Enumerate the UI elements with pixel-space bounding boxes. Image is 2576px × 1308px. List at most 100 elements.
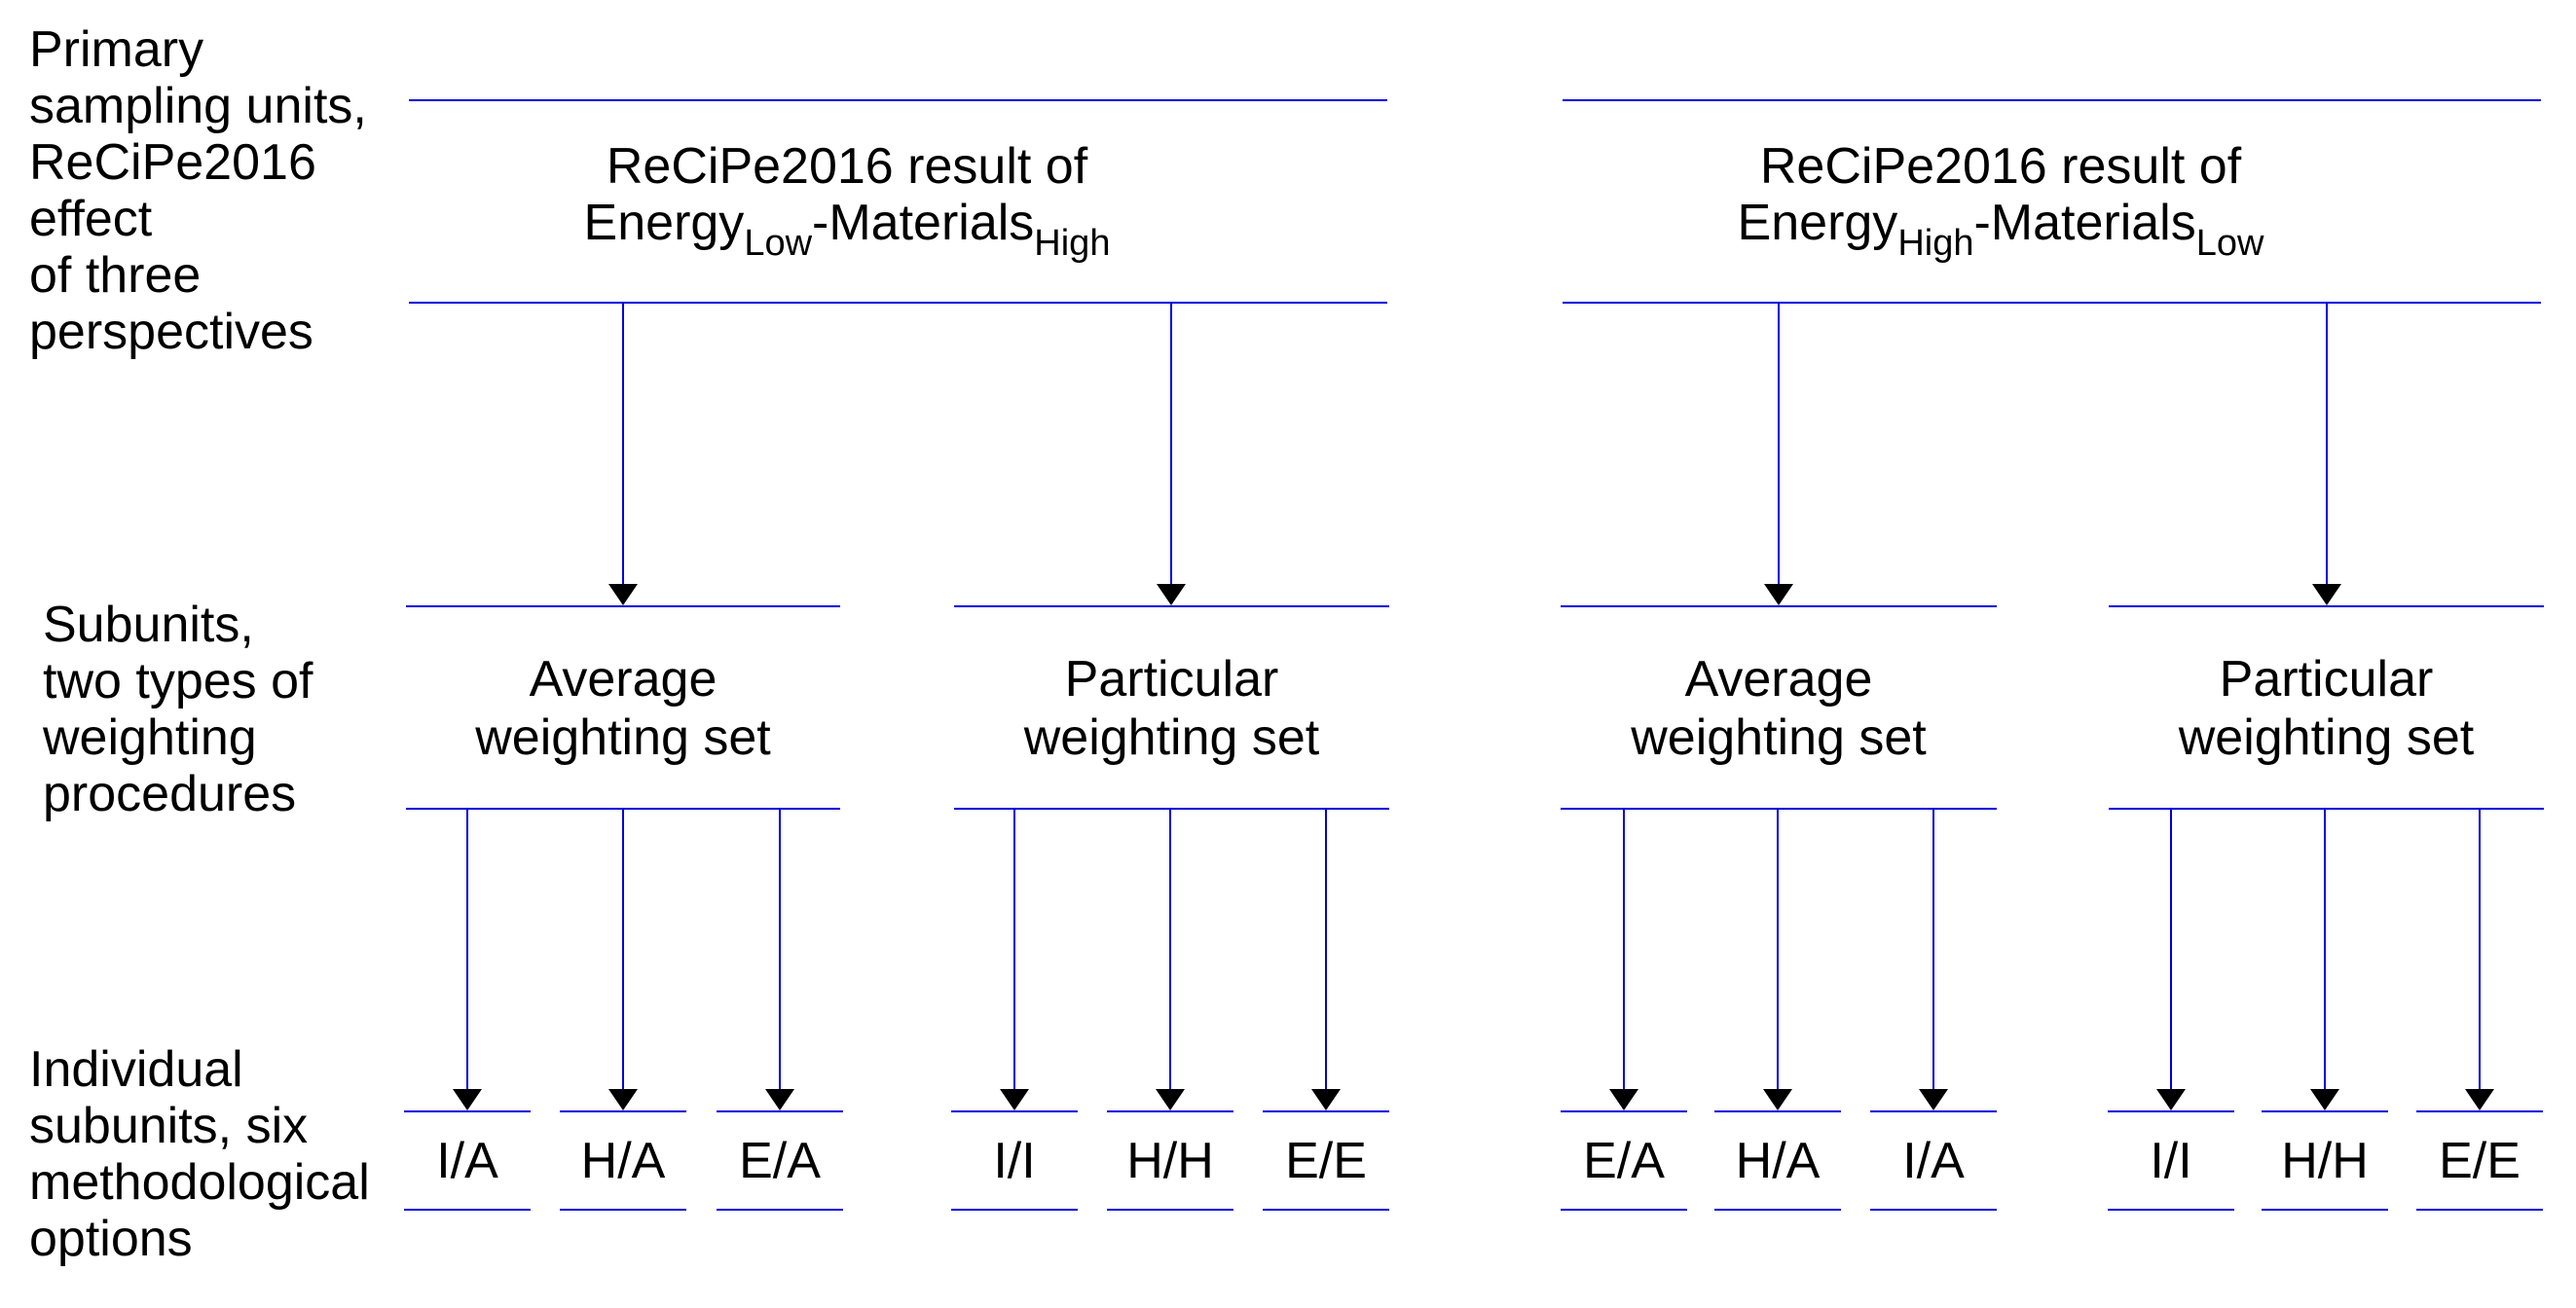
arrow-down-icon	[2310, 1089, 2339, 1110]
subunit-label-particular: Particular weighting set	[1023, 651, 1320, 766]
subunit-top-line	[954, 605, 1389, 607]
leaf-label: E/E	[1285, 1133, 1367, 1189]
leaf-top-line	[2262, 1110, 2388, 1112]
tree-title: ReCiPe2016 result of EnergyHigh-Material…	[1514, 138, 2487, 272]
arrow-stem	[1932, 809, 1934, 1090]
leaf-bottom-line	[560, 1209, 686, 1211]
psu-bottom-line	[1563, 302, 2541, 304]
leaf-bottom-line	[1870, 1209, 1997, 1211]
leaf-label: I/I	[993, 1133, 1036, 1189]
arrow-stem	[2326, 303, 2328, 585]
tree-title-line1: ReCiPe2016 result of	[606, 138, 1088, 195]
arrow-down-icon	[1764, 584, 1793, 605]
row-label-subunits: Subunits, two types of weighting procedu…	[43, 597, 313, 822]
subunit-label-particular: Particular weighting set	[2178, 651, 2475, 766]
leaf-bottom-line	[1263, 1209, 1389, 1211]
leaf-label: E/A	[739, 1133, 821, 1189]
arrow-stem	[2479, 809, 2481, 1090]
arrow-stem	[622, 303, 624, 585]
leaf-bottom-line	[1561, 1209, 1687, 1211]
tree-title: ReCiPe2016 result of EnergyLow-Materials…	[360, 138, 1334, 272]
arrow-stem	[2170, 809, 2172, 1090]
leaf-top-line	[1263, 1110, 1389, 1112]
arrow-stem	[622, 809, 624, 1090]
arrow-down-icon	[608, 1089, 638, 1110]
arrow-down-icon	[453, 1089, 482, 1110]
arrow-down-icon	[1609, 1089, 1638, 1110]
leaf-bottom-line	[404, 1209, 531, 1211]
leaf-label: E/A	[1583, 1133, 1665, 1189]
tree-title-line1: ReCiPe2016 result of	[1759, 138, 2242, 195]
title-materials-text: -Materials	[812, 195, 1035, 251]
leaf-bottom-line	[951, 1209, 1078, 1211]
leaf-top-line	[1107, 1110, 1233, 1112]
subunit-label-average: Average weighting set	[1631, 651, 1927, 766]
leaf-bottom-line	[1714, 1209, 1841, 1211]
leaf-label: H/A	[1735, 1133, 1821, 1189]
leaf-bottom-line	[2108, 1209, 2234, 1211]
arrow-stem	[1778, 303, 1780, 585]
arrow-down-icon	[1156, 1089, 1185, 1110]
leaf-top-line	[1870, 1110, 1997, 1112]
leaf-top-line	[1714, 1110, 1841, 1112]
leaf-bottom-line	[717, 1209, 843, 1211]
leaf-top-line	[1561, 1110, 1687, 1112]
arrow-stem	[1623, 809, 1625, 1090]
subunit-bottom-line	[954, 808, 1389, 810]
leaf-top-line	[2108, 1110, 2234, 1112]
row-label-primary-sampling-units: Primary sampling units, ReCiPe2016 effec…	[29, 21, 367, 360]
leaf-label: E/E	[2439, 1133, 2521, 1189]
arrow-stem	[466, 809, 468, 1090]
psu-bottom-line	[409, 302, 1387, 304]
arrow-down-icon	[1763, 1089, 1792, 1110]
arrow-down-icon	[1157, 584, 1186, 605]
leaf-label: I/A	[1902, 1133, 1965, 1189]
title-energy-text: Energy	[583, 195, 745, 251]
leaf-top-line	[560, 1110, 686, 1112]
subunit-bottom-line	[2109, 808, 2544, 810]
subunit-top-line	[1561, 605, 1997, 607]
arrow-down-icon	[2312, 584, 2341, 605]
leaf-top-line	[404, 1110, 531, 1112]
subunit-top-line	[2109, 605, 2544, 607]
arrow-down-icon	[2465, 1089, 2494, 1110]
psu-top-line	[1563, 99, 2541, 101]
arrow-stem	[1777, 809, 1779, 1090]
arrow-down-icon	[1311, 1089, 1341, 1110]
leaf-top-line	[951, 1110, 1078, 1112]
leaf-label: I/A	[436, 1133, 498, 1189]
leaf-label: H/H	[1126, 1133, 1214, 1189]
arrow-stem	[779, 809, 781, 1090]
title-energy-subscript: Low	[744, 223, 813, 264]
subunit-bottom-line	[1561, 808, 1997, 810]
arrow-down-icon	[2156, 1089, 2186, 1110]
psu-top-line	[409, 99, 1387, 101]
leaf-label: H/H	[2281, 1133, 2369, 1189]
title-energy-text: Energy	[1737, 195, 1898, 251]
leaf-bottom-line	[2416, 1209, 2543, 1211]
title-materials-subscript: Low	[2195, 223, 2264, 264]
arrow-stem	[1013, 809, 1015, 1090]
arrow-down-icon	[608, 584, 638, 605]
arrow-stem	[1170, 303, 1172, 585]
arrow-stem	[2324, 809, 2326, 1090]
row-label-individual-subunits: Individual subunits, six methodological …	[29, 1041, 370, 1267]
tree-title-line2: EnergyHigh-MaterialsLow	[1514, 195, 2487, 272]
arrow-stem	[1325, 809, 1327, 1090]
arrow-down-icon	[1000, 1089, 1029, 1110]
leaf-label: I/I	[2150, 1133, 2192, 1189]
title-materials-subscript: High	[1034, 223, 1111, 264]
title-energy-subscript: High	[1897, 223, 1974, 264]
arrow-stem	[1169, 809, 1171, 1090]
arrow-down-icon	[765, 1089, 794, 1110]
leaf-top-line	[2416, 1110, 2543, 1112]
tree-title-line2: EnergyLow-MaterialsHigh	[360, 195, 1334, 272]
leaf-label: H/A	[580, 1133, 666, 1189]
subunit-top-line	[406, 605, 840, 607]
arrow-down-icon	[1919, 1089, 1948, 1110]
leaf-bottom-line	[2262, 1209, 2388, 1211]
title-materials-text: -Materials	[1973, 195, 2196, 251]
leaf-bottom-line	[1107, 1209, 1233, 1211]
leaf-top-line	[717, 1110, 843, 1112]
